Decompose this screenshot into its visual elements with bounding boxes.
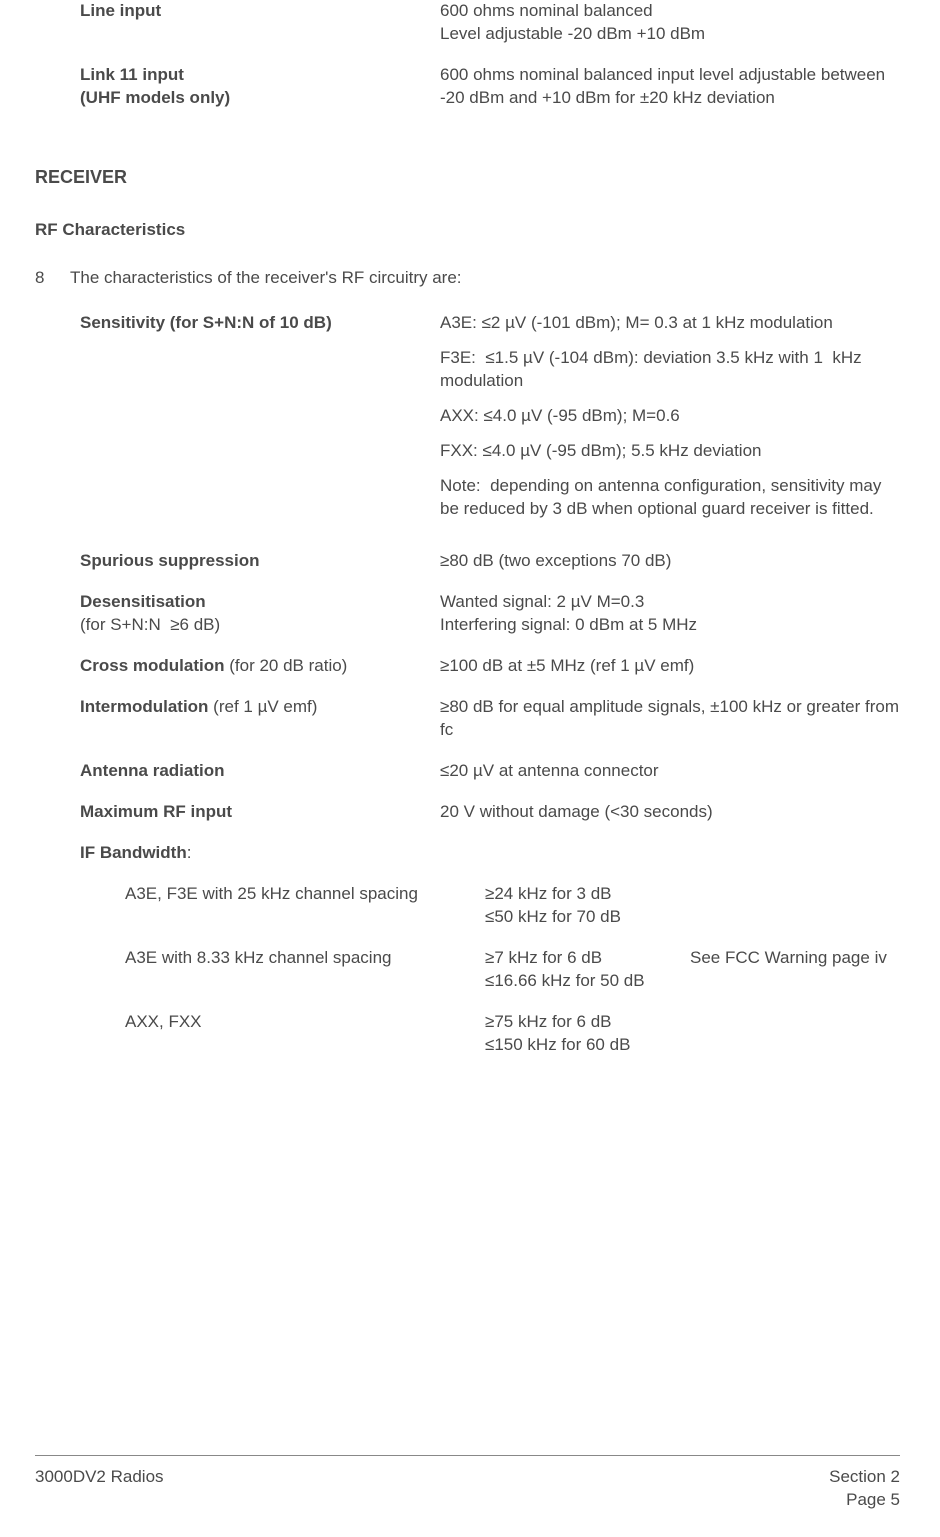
spec-value: ≤20 µV at antenna connector bbox=[440, 760, 900, 783]
numbered-paragraph: 8 The characteristics of the receiver's … bbox=[35, 267, 900, 290]
spec-label: Line input bbox=[35, 0, 440, 46]
if-bandwidth-row: A3E with 8.33 kHz channel spacing≥7 kHz … bbox=[35, 947, 900, 993]
spec-value: Wanted signal: 2 µV M=0.3Interfering sig… bbox=[440, 591, 900, 637]
spec-label: Sensitivity (for S+N:N of 10 dB) bbox=[35, 312, 440, 533]
spec-row: Link 11 input(UHF models only)600 ohms n… bbox=[35, 64, 900, 110]
spec-label: Cross modulation (for 20 dB ratio) bbox=[35, 655, 440, 678]
spec-value: 20 V without damage (<30 seconds) bbox=[440, 801, 900, 824]
if-bw-label: AXX, FXX bbox=[35, 1011, 485, 1057]
spec-value: ≥80 dB for equal amplitude signals, ±100… bbox=[440, 696, 900, 742]
footer-page: Page 5 bbox=[829, 1489, 900, 1512]
spec-row: IF Bandwidth: bbox=[35, 842, 900, 865]
spec-row: Desensitisation(for S+N:N ≥6 dB)Wanted s… bbox=[35, 591, 900, 637]
spec-label: Antenna radiation bbox=[35, 760, 440, 783]
if-bw-note bbox=[690, 883, 900, 929]
footer-left: 3000DV2 Radios bbox=[35, 1466, 164, 1512]
spec-row: Cross modulation (for 20 dB ratio)≥100 d… bbox=[35, 655, 900, 678]
spec-label: Spurious suppression bbox=[35, 550, 440, 573]
spec-row: Spurious suppression≥80 dB (two exceptio… bbox=[35, 550, 900, 573]
if-bw-value: ≥24 kHz for 3 dB≤50 kHz for 70 dB bbox=[485, 883, 690, 929]
spec-value: ≥80 dB (two exceptions 70 dB) bbox=[440, 550, 900, 573]
section-heading-receiver: RECEIVER bbox=[35, 165, 900, 189]
spec-value: A3E: ≤2 µV (-101 dBm); M= 0.3 at 1 kHz m… bbox=[440, 312, 900, 533]
spec-row: Maximum RF input20 V without damage (<30… bbox=[35, 801, 900, 824]
spec-row: Intermodulation (ref 1 µV emf)≥80 dB for… bbox=[35, 696, 900, 742]
spec-label: Desensitisation(for S+N:N ≥6 dB) bbox=[35, 591, 440, 637]
footer-section: Section 2 bbox=[829, 1466, 900, 1489]
if-bw-value: ≥75 kHz for 6 dB≤150 kHz for 60 dB bbox=[485, 1011, 690, 1057]
spec-row: Line input600 ohms nominal balancedLevel… bbox=[35, 0, 900, 46]
spec-value: 600 ohms nominal balancedLevel adjustabl… bbox=[440, 0, 900, 46]
spec-label: Intermodulation (ref 1 µV emf) bbox=[35, 696, 440, 742]
spec-label: Link 11 input(UHF models only) bbox=[35, 64, 440, 110]
spec-row: Sensitivity (for S+N:N of 10 dB)A3E: ≤2 … bbox=[35, 312, 900, 533]
spec-value: 600 ohms nominal balanced input level ad… bbox=[440, 64, 900, 110]
if-bw-note bbox=[690, 1011, 900, 1057]
if-bandwidth-row: AXX, FXX≥75 kHz for 6 dB≤150 kHz for 60 … bbox=[35, 1011, 900, 1057]
page-footer: 3000DV2 Radios Section 2 Page 5 bbox=[35, 1455, 900, 1512]
if-bw-value: ≥7 kHz for 6 dB≤16.66 kHz for 50 dB bbox=[485, 947, 690, 993]
subsection-heading-rf: RF Characteristics bbox=[35, 219, 900, 242]
spec-label: Maximum RF input bbox=[35, 801, 440, 824]
spec-label: IF Bandwidth: bbox=[35, 842, 440, 865]
if-bandwidth-row: A3E, F3E with 25 kHz channel spacing≥24 … bbox=[35, 883, 900, 929]
if-bw-note: See FCC Warning page iv bbox=[690, 947, 900, 993]
paragraph-number: 8 bbox=[35, 267, 70, 290]
spec-value bbox=[440, 842, 900, 865]
if-bw-label: A3E, F3E with 25 kHz channel spacing bbox=[35, 883, 485, 929]
paragraph-text: The characteristics of the receiver's RF… bbox=[70, 267, 462, 290]
spec-value: ≥100 dB at ±5 MHz (ref 1 µV emf) bbox=[440, 655, 900, 678]
if-bw-label: A3E with 8.33 kHz channel spacing bbox=[35, 947, 485, 993]
spec-row: Antenna radiation≤20 µV at antenna conne… bbox=[35, 760, 900, 783]
